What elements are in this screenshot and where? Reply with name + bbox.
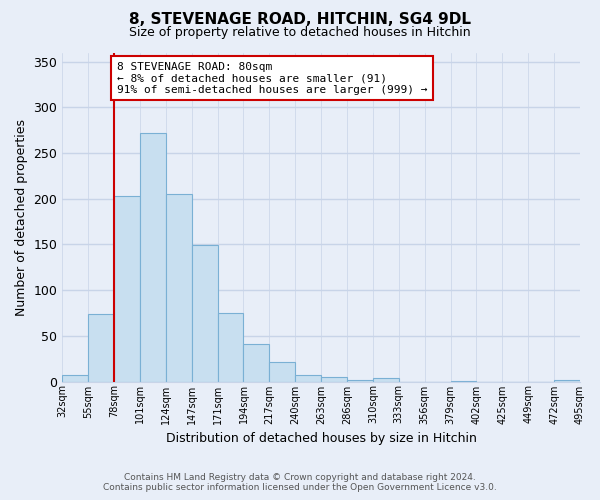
Text: 8 STEVENAGE ROAD: 80sqm
← 8% of detached houses are smaller (91)
91% of semi-det: 8 STEVENAGE ROAD: 80sqm ← 8% of detached… bbox=[116, 62, 427, 95]
Y-axis label: Number of detached properties: Number of detached properties bbox=[15, 118, 28, 316]
Bar bbox=[347, 380, 373, 382]
Bar bbox=[166, 194, 192, 382]
Text: Size of property relative to detached houses in Hitchin: Size of property relative to detached ho… bbox=[129, 26, 471, 39]
Bar bbox=[88, 314, 114, 382]
Bar bbox=[218, 313, 244, 382]
Bar bbox=[62, 375, 88, 382]
Bar bbox=[269, 362, 295, 382]
Bar bbox=[295, 375, 321, 382]
Bar bbox=[554, 380, 580, 382]
Bar bbox=[451, 380, 476, 382]
Bar bbox=[244, 344, 269, 382]
Bar bbox=[140, 133, 166, 382]
Bar bbox=[321, 377, 347, 382]
Text: Contains HM Land Registry data © Crown copyright and database right 2024.
Contai: Contains HM Land Registry data © Crown c… bbox=[103, 473, 497, 492]
Bar bbox=[192, 246, 218, 382]
Bar bbox=[114, 196, 140, 382]
Text: 8, STEVENAGE ROAD, HITCHIN, SG4 9DL: 8, STEVENAGE ROAD, HITCHIN, SG4 9DL bbox=[129, 12, 471, 28]
Bar bbox=[373, 378, 399, 382]
X-axis label: Distribution of detached houses by size in Hitchin: Distribution of detached houses by size … bbox=[166, 432, 476, 445]
